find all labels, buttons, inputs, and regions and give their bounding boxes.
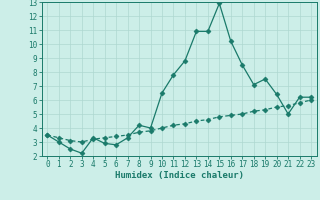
X-axis label: Humidex (Indice chaleur): Humidex (Indice chaleur) [115, 171, 244, 180]
